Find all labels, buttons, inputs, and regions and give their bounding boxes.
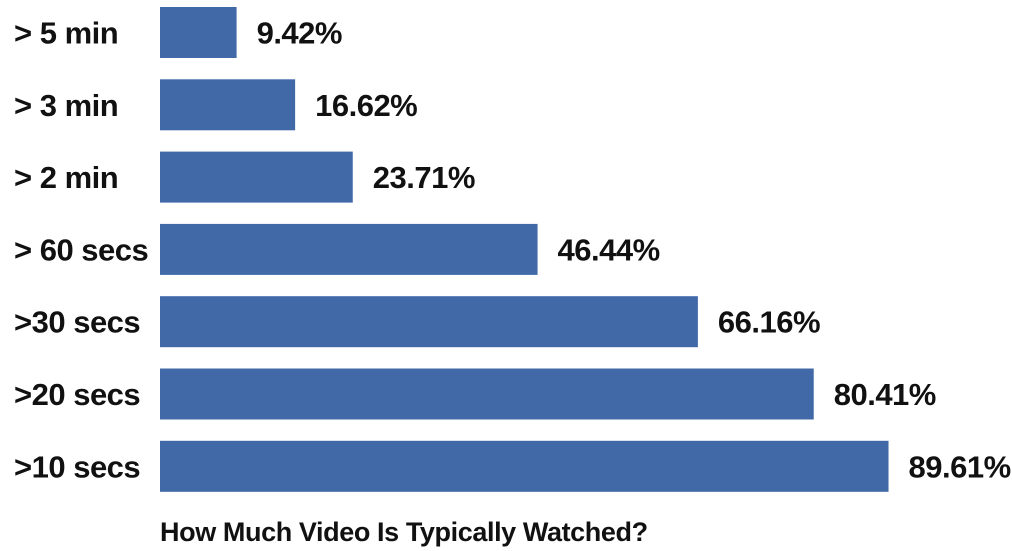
value-label: 46.44% — [558, 232, 660, 267]
chart-title: How Much Video Is Typically Watched? — [160, 517, 648, 547]
category-labels-group: > 5 min > 3 min > 2 min > 60 secs >30 secs >2… — [14, 16, 149, 485]
category-label: > 5 min — [14, 16, 118, 51]
value-label: 66.16% — [718, 305, 820, 340]
bar — [160, 7, 237, 58]
category-label: > 3 min — [14, 88, 118, 123]
bar — [160, 368, 814, 420]
value-label: 9.42% — [257, 16, 342, 51]
bar — [160, 440, 889, 492]
bar — [160, 223, 538, 275]
category-label: >10 secs — [14, 449, 140, 484]
category-label: >30 secs — [14, 305, 140, 340]
value-labels-group: 9.42% 16.62% 23.71% 46.44% 66.16% 80.41% 89.61… — [257, 16, 1012, 485]
bar — [160, 296, 698, 348]
value-label: 80.41% — [834, 377, 936, 412]
value-label: 16.62% — [315, 88, 417, 123]
value-label: 89.61% — [909, 449, 1011, 484]
bar — [160, 151, 353, 203]
bar — [160, 79, 296, 131]
bars-group — [160, 7, 889, 492]
value-label: 23.71% — [373, 160, 475, 195]
category-label: >20 secs — [14, 377, 140, 412]
category-label: > 2 min — [14, 160, 118, 195]
category-label: > 60 secs — [14, 232, 148, 267]
